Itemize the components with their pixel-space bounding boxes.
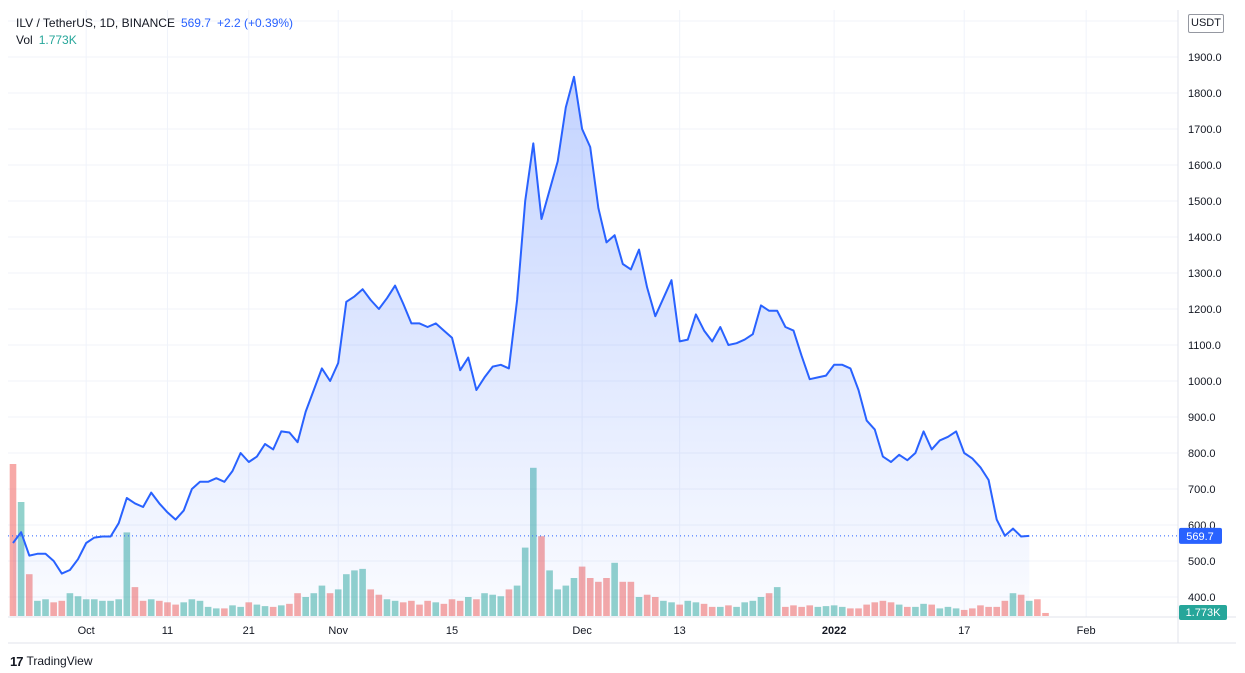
price-tick-label: 1300.0 [1188, 268, 1222, 280]
price-tick-label: 1000.0 [1188, 376, 1222, 388]
time-axis[interactable]: Oct 11 21 Nov 15 Dec 13 2022 17 Feb [78, 625, 1096, 637]
price-tick-label: 1200.0 [1188, 304, 1222, 316]
time-tick-label: 21 [243, 625, 255, 637]
last-volume-label: 1.773K [1186, 607, 1222, 619]
price-change-value: +2.2 (+0.39%) [216, 16, 294, 30]
brand-name: TradingView [26, 654, 93, 668]
time-tick-label: 11 [162, 625, 173, 637]
tradingview-logo-icon: 17 [10, 653, 24, 669]
time-tick-label: Dec [572, 625, 592, 637]
price-tick-label: 1800.0 [1188, 88, 1222, 100]
price-tick-label: 1100.0 [1188, 340, 1221, 352]
price-tick-label: 900.0 [1188, 412, 1216, 424]
last-price-badge: 569.7 [1179, 527, 1222, 544]
price-tick-label: 1400.0 [1188, 232, 1222, 244]
price-area-fill [13, 76, 1030, 618]
symbol-title[interactable]: ILV / TetherUS, 1D, BINANCE [16, 16, 175, 30]
price-tick-label: 1900.0 [1188, 52, 1222, 64]
chart-legend: ILV / TetherUS, 1D, BINANCE 569.7 +2.2 (+0… [16, 15, 293, 49]
last-price-label: 569.7 [1186, 531, 1214, 543]
volume-bar [9, 464, 17, 616]
time-tick-label: Feb [1077, 625, 1096, 637]
price-tick-label: 1500.0 [1188, 196, 1222, 208]
price-line [12, 75, 1030, 575]
time-tick-label: 15 [446, 625, 458, 637]
last-volume-badge: 1.773K [1179, 605, 1227, 620]
volume-label[interactable]: Vol [16, 33, 33, 47]
currency-unit-box[interactable]: USDT [1188, 14, 1224, 33]
volume-value: 1.773K [38, 33, 77, 47]
volume-bar [1042, 612, 1049, 616]
time-tick-label: 2022 [822, 625, 846, 637]
last-price-value: 569.7 [180, 16, 211, 30]
time-tick-label: Oct [78, 625, 95, 637]
price-tick-label: 1700.0 [1188, 124, 1222, 136]
price-tick-label: 700.0 [1188, 484, 1216, 496]
volume-bar [1034, 599, 1041, 616]
time-tick-label: 13 [674, 625, 686, 637]
price-tick-label: 800.0 [1188, 448, 1216, 460]
price-axis[interactable]: 2000.01900.01800.01700.01600.01500.01400… [1188, 16, 1222, 604]
price-tick-label: 400.0 [1188, 592, 1216, 604]
price-tick-label: 500.0 [1188, 556, 1216, 568]
time-tick-label: Nov [328, 625, 348, 637]
price-tick-label: 1600.0 [1188, 160, 1222, 172]
time-tick-label: 17 [958, 625, 970, 637]
tradingview-footer[interactable]: 17 TradingView [10, 653, 93, 669]
